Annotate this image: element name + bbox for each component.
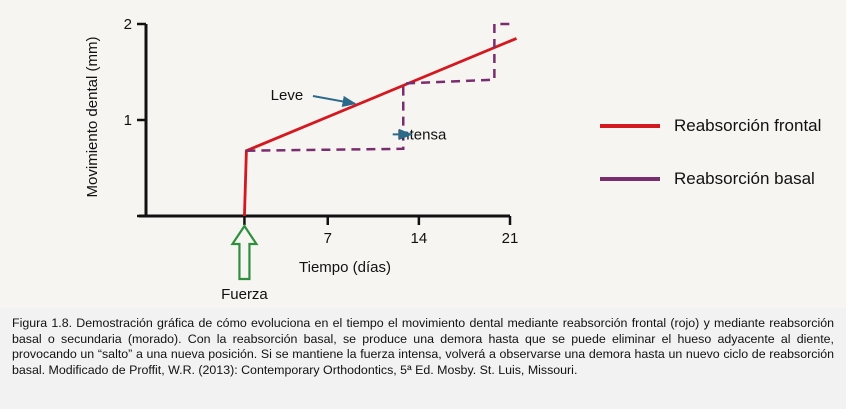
legend-item-frontal: Reabsorción frontal [600, 111, 846, 141]
annotation-leve: Leve [271, 87, 304, 104]
legend-label-basal: Reabsorción basal [674, 169, 815, 188]
y-tick-label: 1 [124, 112, 132, 129]
series-lines [243, 22, 518, 217]
x-tick-label: 14 [411, 230, 428, 247]
y-tick-label: 2 [124, 16, 132, 33]
y-axis-label: Movimiento dental (mm) [84, 37, 101, 198]
figure-caption: Figura 1.8. Demostración gráfica de cómo… [12, 316, 834, 377]
annotation-arrow-leve [312, 95, 357, 107]
x-axis-label: Tiempo (días) [299, 259, 391, 276]
ticks: 1 2 7 14 21 [124, 16, 519, 247]
axes [139, 24, 510, 218]
legend-swatch-frontal [600, 124, 660, 128]
series-line-frontal [243, 37, 518, 217]
x-tick-label: 21 [502, 230, 519, 247]
legend-label-frontal: Reabsorción frontal [674, 116, 822, 135]
legend-item-basal: Reabsorción basal [600, 164, 846, 194]
x-tick-label: 7 [324, 230, 332, 247]
legend-swatch-basal [600, 177, 660, 181]
force-arrow-icon [230, 224, 259, 281]
chart-area: 1 2 7 14 21 Leve Intensa Fuerza Tiempo (días) … [84, 16, 846, 303]
annotation-fuerza: Fuerza [221, 286, 268, 303]
